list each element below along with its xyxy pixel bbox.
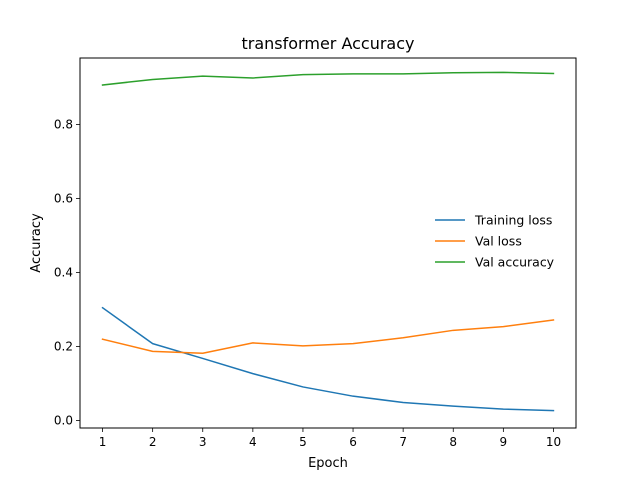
plot-area bbox=[101, 71, 555, 412]
series-line-0 bbox=[101, 306, 555, 412]
y-axis-label: Accuracy bbox=[29, 213, 44, 273]
legend: Training loss Val loss Val accuracy bbox=[435, 213, 555, 270]
x-tick-label: 2 bbox=[149, 435, 157, 449]
y-axis-ticks: 0.0 0.2 0.4 0.6 0.8 bbox=[54, 118, 80, 428]
series-line-1 bbox=[101, 319, 555, 355]
y-tick-label: 0.4 bbox=[54, 266, 73, 280]
axes-frame bbox=[79, 57, 577, 429]
x-tick-label: 7 bbox=[399, 435, 407, 449]
x-tick-label: 8 bbox=[449, 435, 457, 449]
y-tick-label: 0.2 bbox=[54, 340, 73, 354]
x-tick-label: 10 bbox=[546, 435, 561, 449]
x-axis-ticks: 1 2 3 4 5 6 7 8 9 10 bbox=[99, 428, 561, 449]
legend-label-1: Val loss bbox=[475, 234, 522, 249]
x-tick-label: 5 bbox=[299, 435, 307, 449]
x-tick-label: 1 bbox=[99, 435, 107, 449]
y-tick-label: 0.8 bbox=[54, 118, 73, 132]
x-tick-label: 4 bbox=[249, 435, 257, 449]
x-tick-label: 9 bbox=[500, 435, 508, 449]
y-tick-label: 0.0 bbox=[54, 414, 73, 428]
chart-title: transformer Accuracy bbox=[242, 34, 415, 53]
x-tick-label: 3 bbox=[199, 435, 207, 449]
legend-label-2: Val accuracy bbox=[475, 255, 555, 270]
y-tick-label: 0.6 bbox=[54, 192, 73, 206]
legend-label-0: Training loss bbox=[474, 213, 552, 228]
x-axis-label: Epoch bbox=[308, 456, 348, 471]
x-tick-label: 6 bbox=[349, 435, 357, 449]
series-line-2 bbox=[101, 71, 555, 86]
